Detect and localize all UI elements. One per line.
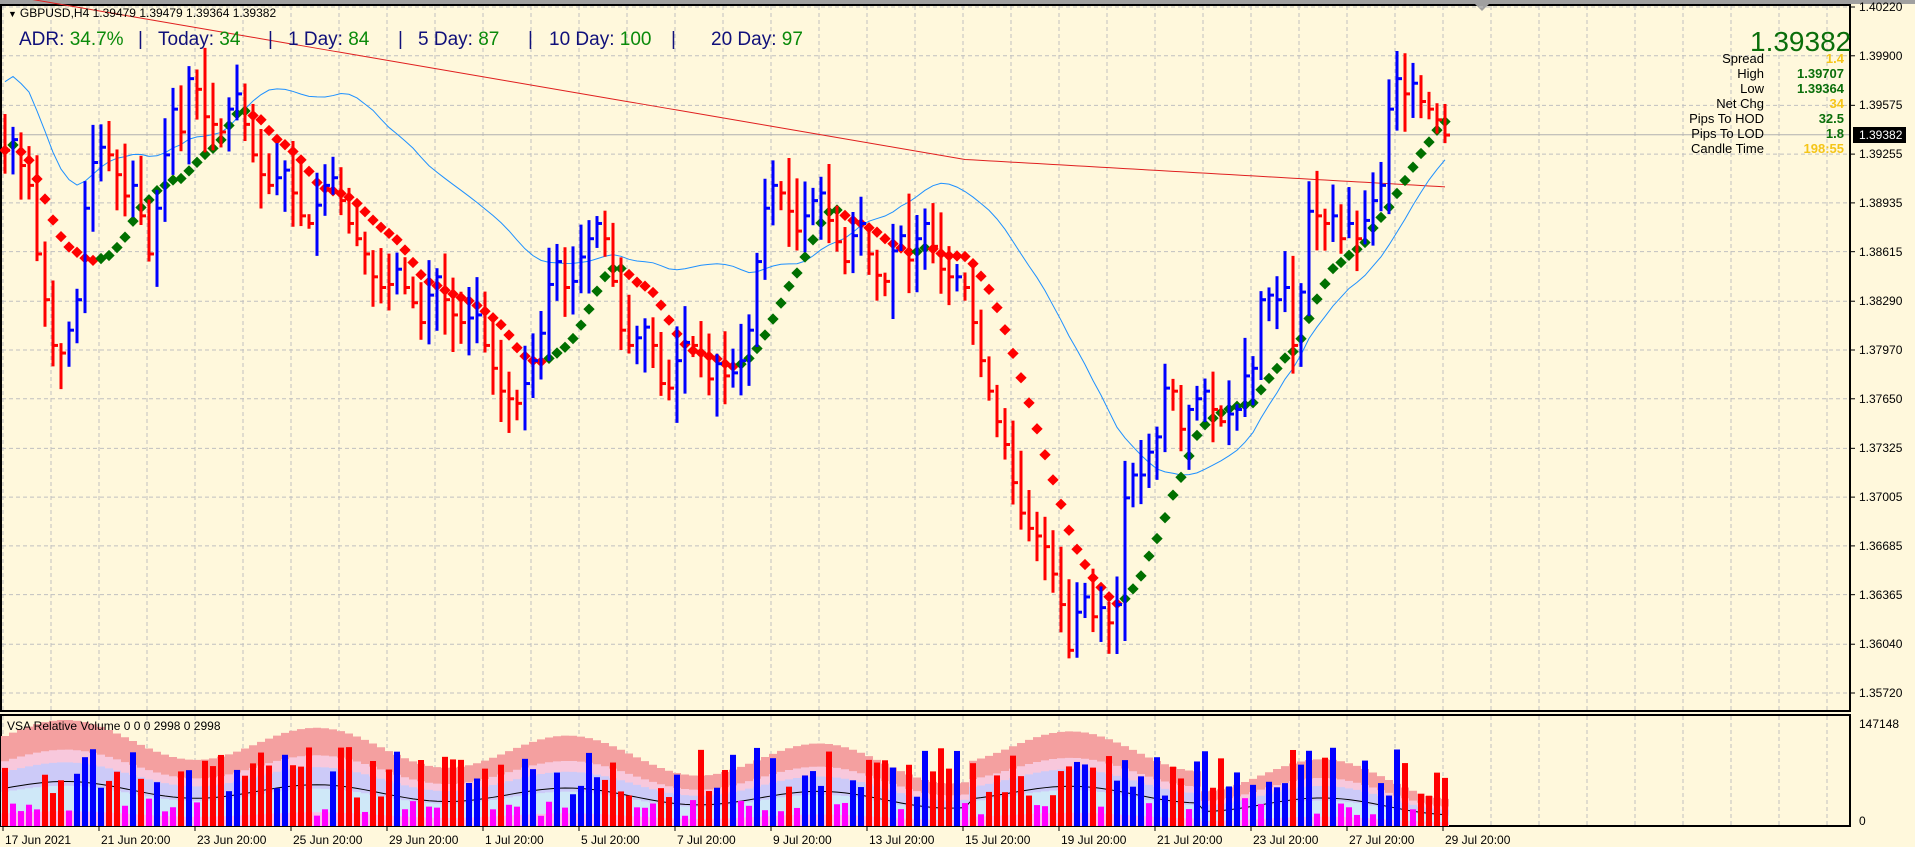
info-value: 1.39364 [1797,81,1844,96]
day10-label: 10 Day: [549,29,615,50]
time-tick-label: 23 Jun 20:00 [197,833,267,847]
current-price-label: 1.39382 [1853,127,1907,143]
separator: | [528,29,533,50]
day5-label: 5 Day: [418,29,473,50]
day10-range: 10 Day: 100 [549,29,651,51]
price-tick-label: 1.38290 [1859,294,1903,309]
price-tick-label: 1.36365 [1859,587,1903,602]
info-label: Pips To HOD [1689,111,1764,126]
current-price-big: 1.39382 [1750,26,1852,57]
info-value: 198:55 [1803,141,1844,156]
separator: | [138,29,143,50]
info-label: Spread [1722,51,1764,66]
price-tick-label: 1.39255 [1859,147,1903,162]
info-value: 1.39707 [1797,66,1844,81]
day1-value: 84 [348,29,370,50]
adr-indicator: ADR: 34.7% [19,29,124,51]
time-tick-label: 23 Jul 20:00 [1253,833,1319,847]
separator: | [268,29,273,50]
today-range: Today: 34 [158,29,240,51]
day20-range: 20 Day: 97 [711,29,803,51]
time-tick-label: 21 Jun 20:00 [101,833,171,847]
adr-value: 34.7% [69,29,124,50]
volume-min-label: 0 [1859,814,1866,828]
time-tick-label: 21 Jul 20:00 [1157,833,1223,847]
info-label: Pips To LOD [1691,126,1764,141]
price-tick-label: 1.37970 [1859,343,1903,357]
time-tick-label: 29 Jun 20:00 [389,833,459,847]
price-tick-label: 1.36685 [1859,538,1903,553]
day5-range: 5 Day: 87 [418,29,499,51]
time-tick-label: 15 Jul 20:00 [965,833,1031,847]
day5-value: 87 [478,29,500,50]
price-tick-label: 1.38935 [1859,195,1903,210]
price-tick-label: 1.40220 [1859,0,1903,14]
symbol-header: ▼ GBPUSD,H4 1.39479 1.39479 1.39364 1.393… [8,6,276,20]
day20-value: 97 [781,29,803,50]
volume-indicator-title: VSA Relative Volume 0 0 0 2998 0 2998 [7,719,221,733]
time-tick-label: 29 Jul 20:00 [1445,833,1511,847]
time-tick-label: 1 Jul 20:00 [485,833,544,847]
info-value: 32.5 [1818,111,1844,126]
day1-range: 1 Day: 84 [288,29,369,51]
price-tick-label: 1.36040 [1859,637,1903,652]
price-tick-label: 1.37325 [1859,441,1903,456]
day10-value: 100 [619,29,652,50]
info-value: 1.8 [1825,126,1844,141]
time-tick-label: 25 Jun 20:00 [293,833,363,847]
price-tick-label: 1.38615 [1859,244,1903,259]
price-tick-label: 1.37650 [1859,391,1903,406]
price-tick-label: 1.35720 [1859,686,1903,700]
time-tick-label: 27 Jul 20:00 [1349,833,1415,847]
main-chart-window[interactable] [0,4,1851,712]
time-tick-label: 17 Jun 2021 [5,833,72,847]
info-label: Low [1740,81,1764,96]
separator: | [398,29,403,50]
today-label: Today: [158,29,214,50]
time-tick-label: 13 Jul 20:00 [869,833,935,847]
price-tick-label: 1.39900 [1859,48,1903,63]
day1-label: 1 Day: [288,29,343,50]
today-value: 34 [219,29,241,50]
time-tick-label: 7 Jul 20:00 [677,833,736,847]
price-tick-label: 1.37005 [1859,490,1903,505]
info-label: Candle Time [1691,141,1764,156]
separator: | [671,29,676,50]
time-tick-label: 19 Jul 20:00 [1061,833,1127,847]
adr-label: ADR: [19,29,65,50]
volume-max-label: 147148 [1859,717,1900,731]
price-tick-label: 1.39575 [1859,98,1903,113]
info-value: 34 [1829,96,1844,111]
time-tick-label: 5 Jul 20:00 [581,833,640,847]
time-tick-label: 9 Jul 20:00 [773,833,832,847]
info-label: High [1737,66,1764,81]
info-label: Net Chg [1716,96,1764,111]
info-value: 1.4 [1825,51,1844,66]
window-top-border [0,0,1915,4]
day20-label: 20 Day: [711,29,777,50]
triangle-down-icon[interactable]: ▼ [8,9,17,19]
symbol-ohlc-text: GBPUSD,H4 1.39479 1.39479 1.39364 1.3938… [19,6,277,20]
